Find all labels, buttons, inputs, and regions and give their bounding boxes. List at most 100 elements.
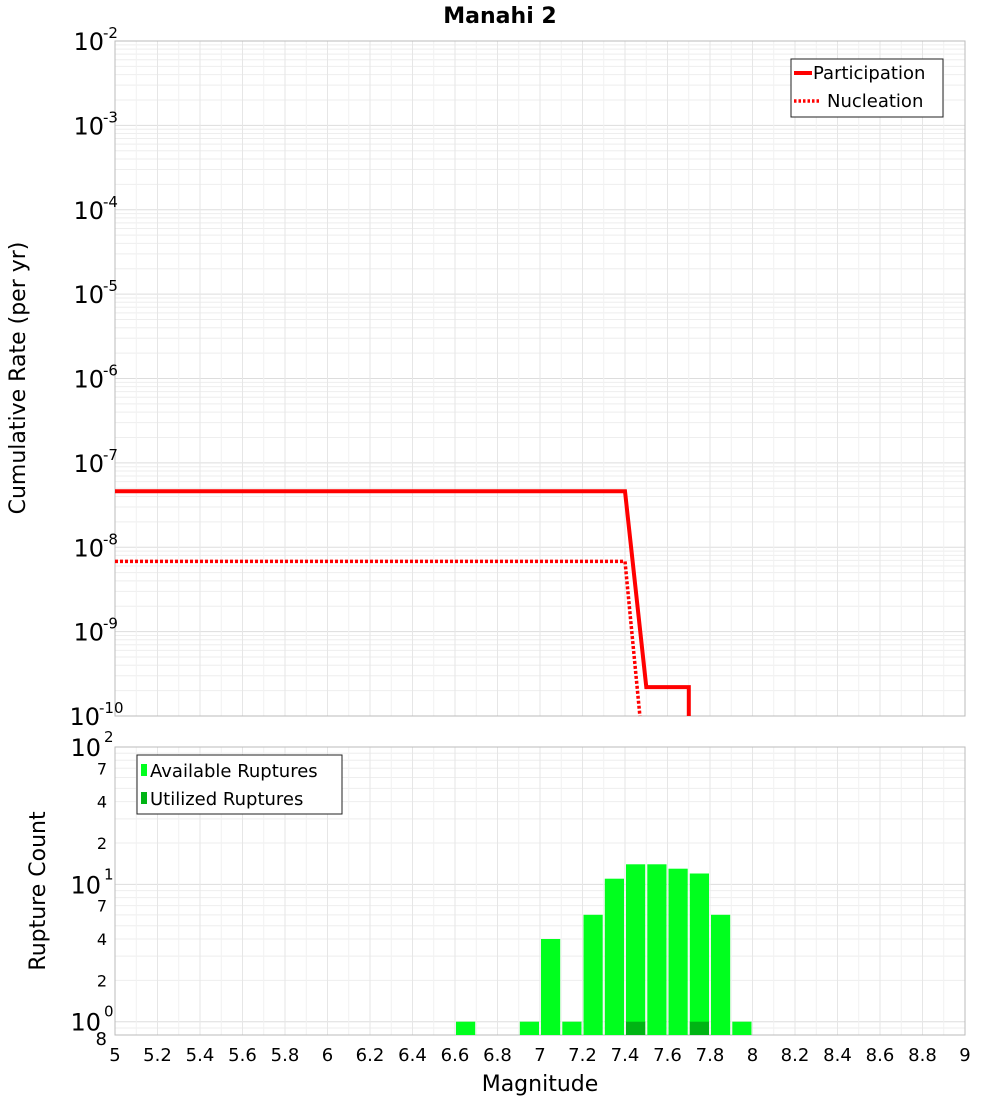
- utilized-ruptures-bar: [626, 1021, 646, 1035]
- series-nucleation-line: [115, 559, 642, 717]
- rate-y-tick-label: 10 -10: [69, 699, 123, 731]
- x-tick-label: 8.6: [866, 1045, 895, 1066]
- rate-y-tick-base: 10: [73, 197, 104, 225]
- rate-y-tick-base: 10: [73, 112, 104, 140]
- available-ruptures-bar: [647, 864, 667, 1035]
- rate-y-ticks: 10-210-310-410-510-610-710-810-910-10: [69, 24, 123, 731]
- rate-y-tick-label: 10 -5: [73, 277, 118, 309]
- count-y-tick-label: 8: [96, 1029, 107, 1050]
- rate-y-tick-exp: -5: [103, 277, 118, 295]
- available-ruptures-bar: [711, 914, 731, 1035]
- rate-y-tick-exp: -7: [103, 446, 118, 464]
- x-axis-label: Magnitude: [482, 1072, 599, 1097]
- available-ruptures-bar: [456, 1021, 476, 1035]
- rate-y-tick-base: 10: [73, 28, 104, 56]
- rate-grid: [114, 41, 966, 717]
- rate-y-tick-base: 10: [73, 534, 104, 562]
- rate-y-tick-exp: -9: [103, 615, 118, 633]
- x-tick-label: 5.2: [143, 1045, 172, 1066]
- rate-y-tick-label: 10 -3: [73, 108, 118, 140]
- rate-y-tick-label: 10 -6: [73, 362, 118, 394]
- available-ruptures-bar: [519, 1021, 539, 1035]
- count-y-tick-label: 10 2: [70, 728, 113, 762]
- count-y-tick-label: 4: [97, 793, 107, 812]
- x-tick-label: 5: [109, 1045, 120, 1066]
- rate-y-tick-exp: -8: [103, 530, 118, 548]
- x-tick-label: 5.8: [271, 1045, 300, 1066]
- x-tick-label: 5.4: [186, 1045, 215, 1066]
- rate-legend: Participation Nucleation: [790, 58, 944, 118]
- rate-legend-box: [790, 58, 944, 118]
- x-tick-label: 8.2: [781, 1045, 810, 1066]
- rate-y-tick-label: 10 -9: [73, 615, 118, 647]
- count-y-tick-label: 4: [97, 930, 107, 949]
- count-y-tick-base: 10: [70, 1009, 101, 1037]
- rate-y-tick-exp: -6: [103, 362, 118, 380]
- chart-title: Manahi 2: [443, 4, 556, 29]
- count-y-tick-exp: 2: [104, 728, 114, 746]
- x-tick-label: 6.6: [441, 1045, 470, 1066]
- x-tick-label: 7: [534, 1045, 545, 1066]
- x-tick-label: 8: [747, 1045, 758, 1066]
- x-tick-label: 8.4: [823, 1045, 852, 1066]
- rate-y-tick-base: 10: [73, 619, 104, 647]
- legend-available-swatch: [141, 764, 147, 776]
- x-tick-label: 7.4: [611, 1045, 640, 1066]
- available-ruptures-bar: [689, 873, 709, 1035]
- available-ruptures-bar: [583, 914, 603, 1035]
- rate-y-tick-base: 10: [69, 703, 100, 731]
- count-y-tick-base: 10: [70, 734, 101, 762]
- count-y-tick-exp: 1: [104, 865, 114, 883]
- count-legend: Available Ruptures Utilized Ruptures: [136, 754, 343, 815]
- legend-available-label: Available Ruptures: [150, 761, 318, 782]
- count-y-tick-label: 10 1: [70, 865, 113, 899]
- count-y-tick-label: 7: [97, 897, 107, 916]
- x-tick-label: 7.6: [653, 1045, 682, 1066]
- available-ruptures-bar: [668, 868, 688, 1035]
- count-y-tick-label: 7: [97, 759, 107, 778]
- x-tick-label: 9: [959, 1045, 970, 1066]
- rate-y-tick-exp: -4: [103, 193, 118, 211]
- available-ruptures-bar: [541, 939, 561, 1035]
- rate-y-tick-exp: -10: [99, 699, 124, 717]
- available-ruptures-bar: [626, 864, 646, 1035]
- rate-y-tick-exp: -2: [103, 24, 118, 42]
- utilized-ruptures-bar: [689, 1021, 709, 1035]
- legend-participation-label: Participation: [813, 63, 925, 84]
- x-tick-label: 7.8: [696, 1045, 725, 1066]
- x-tick-label: 8.8: [908, 1045, 937, 1066]
- count-y-axis-label: Rupture Count: [26, 811, 51, 971]
- available-ruptures-bar: [604, 878, 624, 1035]
- rate-y-tick-base: 10: [73, 450, 104, 478]
- rate-y-tick-base: 10: [73, 281, 104, 309]
- available-ruptures-bar: [562, 1021, 582, 1035]
- rate-y-tick-base: 10: [73, 366, 104, 394]
- available-ruptures-bar: [732, 1021, 752, 1035]
- rate-y-tick-exp: -3: [103, 108, 118, 126]
- rate-y-tick-label: 10 -8: [73, 530, 118, 562]
- count-y-tick-label: 2: [97, 971, 107, 990]
- x-tick-label: 7.2: [568, 1045, 597, 1066]
- x-tick-label: 6.2: [356, 1045, 385, 1066]
- count-y-tick-exp: 0: [104, 1003, 114, 1021]
- legend-utilized-swatch: [141, 792, 147, 804]
- count-bars: [456, 864, 752, 1035]
- legend-nucleation-label: Nucleation: [827, 91, 923, 112]
- rate-y-axis-label: Cumulative Rate (per yr): [6, 242, 31, 515]
- rate-y-tick-label: 10 -4: [73, 193, 118, 225]
- x-tick-label: 5.6: [228, 1045, 257, 1066]
- count-y-tick-base: 10: [70, 871, 101, 899]
- count-y-tick-label: 2: [97, 834, 107, 853]
- rate-y-tick-label: 10 -2: [73, 24, 118, 56]
- legend-utilized-label: Utilized Ruptures: [150, 789, 303, 810]
- rate-y-tick-label: 10 -7: [73, 446, 118, 478]
- count-y-tick-label: 10 0: [70, 1003, 113, 1037]
- count-plot-frame: [114, 746, 966, 1036]
- rate-plot-frame: [114, 40, 966, 717]
- x-tick-label: 6.8: [483, 1045, 512, 1066]
- count-legend-box: [136, 754, 343, 815]
- rate-series: [115, 489, 691, 717]
- x-tick-label: 6.4: [398, 1045, 427, 1066]
